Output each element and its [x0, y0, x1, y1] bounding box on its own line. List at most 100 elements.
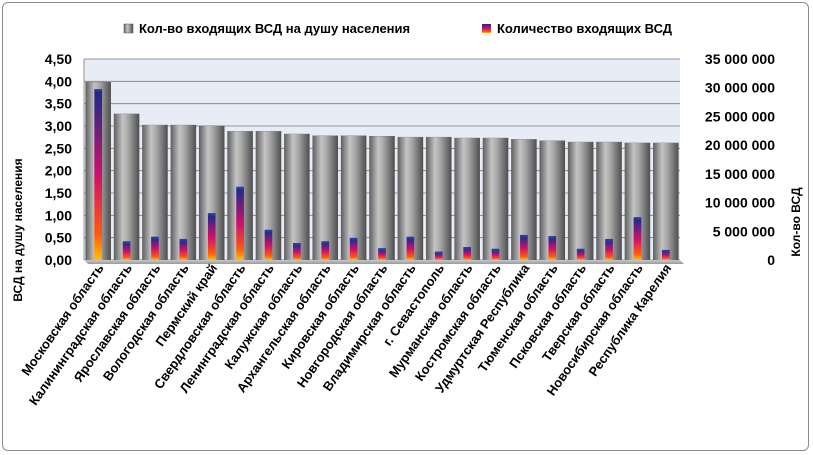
bar-group [595, 141, 623, 260]
bar-group [397, 136, 424, 260]
y-tick-label: 3,50 [45, 96, 72, 112]
bar-count [576, 250, 585, 260]
y2-tick-label: 15 000 000 [705, 166, 775, 182]
right-axis: 0 5 000 000 10 000 000 15 000 000 20 000 000… [705, 51, 775, 268]
bar-count-top [463, 247, 471, 250]
bar-count [151, 238, 159, 260]
bar-count [463, 248, 471, 260]
bar-count [406, 238, 415, 260]
bar-count-top [605, 238, 613, 242]
bar-count [520, 236, 528, 260]
y2-tick-label: 0 [767, 252, 775, 268]
bar-count-top [151, 236, 159, 240]
bar-group [340, 135, 367, 260]
bar-count [179, 240, 188, 260]
y-tick-label: 0,00 [45, 252, 72, 268]
bar-group [113, 113, 140, 260]
y2-tick-label: 20 000 000 [705, 137, 775, 153]
bar-count [207, 214, 216, 260]
bar-count-top [321, 241, 330, 244]
y-tick-label: 4,00 [45, 73, 72, 89]
legend: Кол-во входящих ВСД на душу населения Ко… [123, 21, 673, 36]
y2-axis-title: Кол-во ВСД [789, 187, 803, 257]
bar-group [652, 142, 680, 260]
bar-count [236, 188, 244, 260]
left-axis: 0,00 0,50 1,00 1,50 2,00 2,50 3,00 3,50 4,00 4,50 [45, 51, 72, 268]
bar-count-top [236, 186, 244, 190]
bar-count [434, 253, 443, 260]
bar-per-capita [653, 142, 679, 260]
bar-per-capita [369, 136, 395, 260]
y-tick-label: 2,00 [45, 163, 72, 179]
bar-per-capita [284, 134, 310, 260]
bar-count-top [179, 238, 188, 242]
bar-group [453, 137, 481, 260]
bar-count-top [349, 237, 358, 241]
bar-count-top [264, 229, 273, 233]
bar-group [311, 135, 339, 260]
bar-count-top [406, 236, 415, 240]
bar-per-capita [567, 142, 594, 260]
y-tick-label: 3,00 [45, 118, 72, 134]
y2-tick-label: 30 000 000 [705, 80, 775, 96]
bar-count-top [661, 249, 670, 253]
bar-count-top [207, 213, 216, 216]
bar-count [491, 250, 500, 260]
bar-per-capita [170, 125, 197, 261]
y-tick-label: 1,50 [45, 185, 72, 201]
bar-count [349, 239, 358, 260]
bar-per-capita [482, 138, 509, 260]
bar-count [633, 218, 642, 260]
bar-group [255, 131, 282, 260]
bar-group [425, 136, 453, 260]
legend-label-count: Количество входящих ВСД [497, 21, 673, 36]
bar-group [482, 137, 509, 260]
y-tick-label: 1,00 [45, 207, 72, 223]
bar-per-capita [425, 137, 452, 260]
legend-label-per-capita: Кол-во входящих ВСД на душу населения [139, 21, 410, 36]
bar-count [378, 249, 386, 260]
bar-count [293, 244, 301, 260]
y-tick-label: 2,50 [45, 140, 72, 156]
bar-count-top [122, 241, 131, 244]
bar-group [368, 136, 396, 260]
bar-group [169, 124, 197, 261]
y2-tick-label: 5 000 000 [713, 223, 775, 239]
bar-count [264, 231, 273, 260]
bar-count [605, 240, 613, 260]
y-axis-title: ВСД на душу населения [11, 158, 25, 301]
bar-group [567, 141, 595, 260]
legend-swatch-count [482, 24, 491, 33]
bar-count [122, 242, 131, 260]
bar-count-top [576, 248, 585, 252]
bar-group [198, 125, 226, 260]
bar-count-top [378, 248, 386, 251]
bar-count-top [94, 89, 103, 92]
y-tick-label: 0,50 [45, 230, 72, 246]
bar-per-capita [113, 113, 140, 260]
bar-group [226, 131, 254, 260]
bar-per-capita [312, 135, 339, 260]
bar-count [548, 237, 557, 260]
bar-count-top [491, 248, 500, 252]
bar-group [283, 133, 311, 260]
bar-per-capita [454, 138, 480, 260]
bar-count [661, 251, 670, 260]
y-tick-label: 4,50 [45, 51, 72, 67]
y2-tick-label: 25 000 000 [705, 108, 775, 124]
bar-count-top [633, 217, 642, 220]
bar-count-top [434, 251, 443, 255]
bars [84, 81, 680, 261]
chart-floor [84, 260, 684, 264]
y2-tick-label: 10 000 000 [705, 195, 775, 211]
bar-group [84, 81, 112, 260]
bar-count-top [293, 242, 301, 246]
bar-count-top [520, 234, 528, 238]
y2-tick-label: 35 000 000 [705, 51, 775, 67]
bar-count [321, 242, 330, 260]
bar-group [510, 139, 538, 260]
bar-group [624, 142, 651, 260]
bar-group [141, 124, 169, 261]
